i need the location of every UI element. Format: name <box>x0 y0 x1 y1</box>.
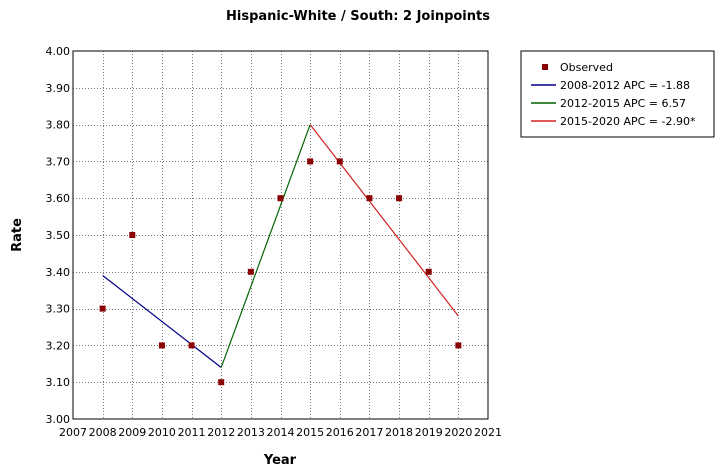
observed-point <box>158 342 165 349</box>
y-tick-label: 3.00 <box>46 413 71 426</box>
x-tick-label: 2018 <box>385 426 413 439</box>
legend: Observed 2008-2012 APC = -1.88 2012-2015 A… <box>520 50 715 138</box>
legend-box <box>520 50 715 138</box>
observed-point <box>218 379 225 386</box>
x-tick-label: 2020 <box>444 426 472 439</box>
x-tick-label: 2017 <box>355 426 383 439</box>
x-tick-label: 2012 <box>207 426 235 439</box>
x-tick-label: 2015 <box>296 426 324 439</box>
observed-point <box>336 158 343 165</box>
observed-point <box>396 195 403 202</box>
observed-point <box>307 158 314 165</box>
y-tick-label: 3.60 <box>46 192 71 205</box>
x-tick-label: 2021 <box>474 426 502 439</box>
legend-segment-label: 2015-2020 APC = -2.90* <box>560 115 696 128</box>
x-tick-label: 2008 <box>89 426 117 439</box>
legend-observed-marker <box>542 64 548 70</box>
series <box>99 124 462 386</box>
observed-point <box>277 195 284 202</box>
y-tick-label: 3.50 <box>46 229 71 242</box>
y-tick-label: 3.70 <box>46 155 71 168</box>
observed-point <box>99 305 106 312</box>
y-tick-label: 4.00 <box>46 45 71 58</box>
y-tick-label: 3.10 <box>46 376 71 389</box>
legend-segment-label: 2012-2015 APC = 6.57 <box>560 97 686 110</box>
chart-title: Hispanic-White / South: 2 Joinpoints <box>226 9 490 24</box>
observed-point <box>366 195 373 202</box>
trend-segment-line <box>220 124 311 368</box>
legend-observed-label: Observed <box>560 61 613 74</box>
x-tick-label: 2019 <box>415 426 443 439</box>
x-tick-label: 2011 <box>178 426 206 439</box>
observed-point <box>129 232 136 238</box>
observed-point <box>455 342 462 349</box>
axis-ticks: 2007 2008 2009 2010 2011 2012 2013 2014 2015 2016… <box>46 45 503 439</box>
y-axis-label: Rate <box>10 218 25 252</box>
x-tick-label: 2014 <box>267 426 295 439</box>
trend-segment-line <box>102 275 222 368</box>
y-tick-label: 3.30 <box>46 303 71 316</box>
plot-area <box>72 50 489 420</box>
x-tick-label: 2009 <box>118 426 146 439</box>
observed-point <box>247 268 254 275</box>
x-tick-label: 2016 <box>326 426 354 439</box>
y-tick-label: 3.20 <box>46 339 71 352</box>
y-tick-label: 3.80 <box>46 119 71 132</box>
x-tick-label: 2013 <box>237 426 265 439</box>
x-tick-label: 2007 <box>59 426 87 439</box>
x-tick-label: 2010 <box>148 426 176 439</box>
observed-point <box>425 268 432 275</box>
y-tick-label: 3.90 <box>46 82 71 95</box>
trend-segment-line <box>309 124 459 317</box>
x-axis-label: Year <box>263 453 297 468</box>
observed-point <box>188 342 195 349</box>
legend-segment-label: 2008-2012 APC = -1.88 <box>560 79 690 92</box>
y-tick-label: 3.40 <box>46 266 71 279</box>
grid <box>73 51 488 419</box>
